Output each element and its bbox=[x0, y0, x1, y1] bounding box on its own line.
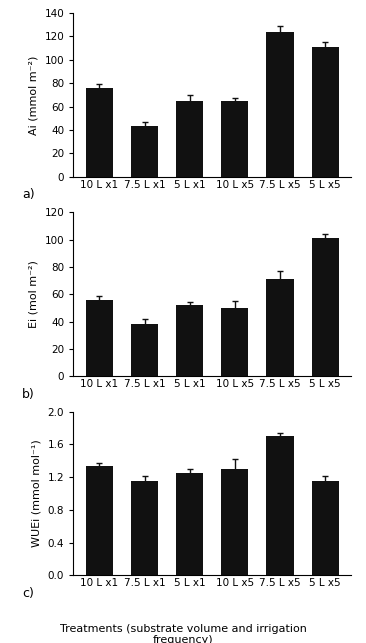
Text: c): c) bbox=[22, 587, 34, 600]
Bar bbox=[221, 101, 249, 177]
Bar bbox=[86, 466, 113, 575]
Bar bbox=[131, 127, 158, 177]
Bar bbox=[131, 324, 158, 376]
Bar bbox=[86, 88, 113, 177]
Y-axis label: WUEi (mmol mol⁻¹): WUEi (mmol mol⁻¹) bbox=[32, 440, 42, 547]
Bar bbox=[176, 305, 203, 376]
Bar bbox=[311, 238, 339, 376]
Bar bbox=[86, 300, 113, 376]
Bar bbox=[131, 481, 158, 575]
Bar bbox=[311, 47, 339, 177]
Bar bbox=[176, 101, 203, 177]
Bar bbox=[176, 473, 203, 575]
Text: a): a) bbox=[22, 188, 34, 201]
Y-axis label: Ei (mol m⁻²): Ei (mol m⁻²) bbox=[29, 260, 39, 328]
Bar bbox=[221, 308, 249, 376]
Y-axis label: Ai (mmol m⁻²): Ai (mmol m⁻²) bbox=[29, 55, 39, 134]
Bar bbox=[311, 481, 339, 575]
Bar bbox=[266, 32, 294, 177]
Bar bbox=[221, 469, 249, 575]
Bar bbox=[266, 436, 294, 575]
Text: Treatments (substrate volume and irrigation
frequency): Treatments (substrate volume and irrigat… bbox=[60, 624, 306, 643]
Text: b): b) bbox=[22, 388, 35, 401]
Bar bbox=[266, 279, 294, 376]
